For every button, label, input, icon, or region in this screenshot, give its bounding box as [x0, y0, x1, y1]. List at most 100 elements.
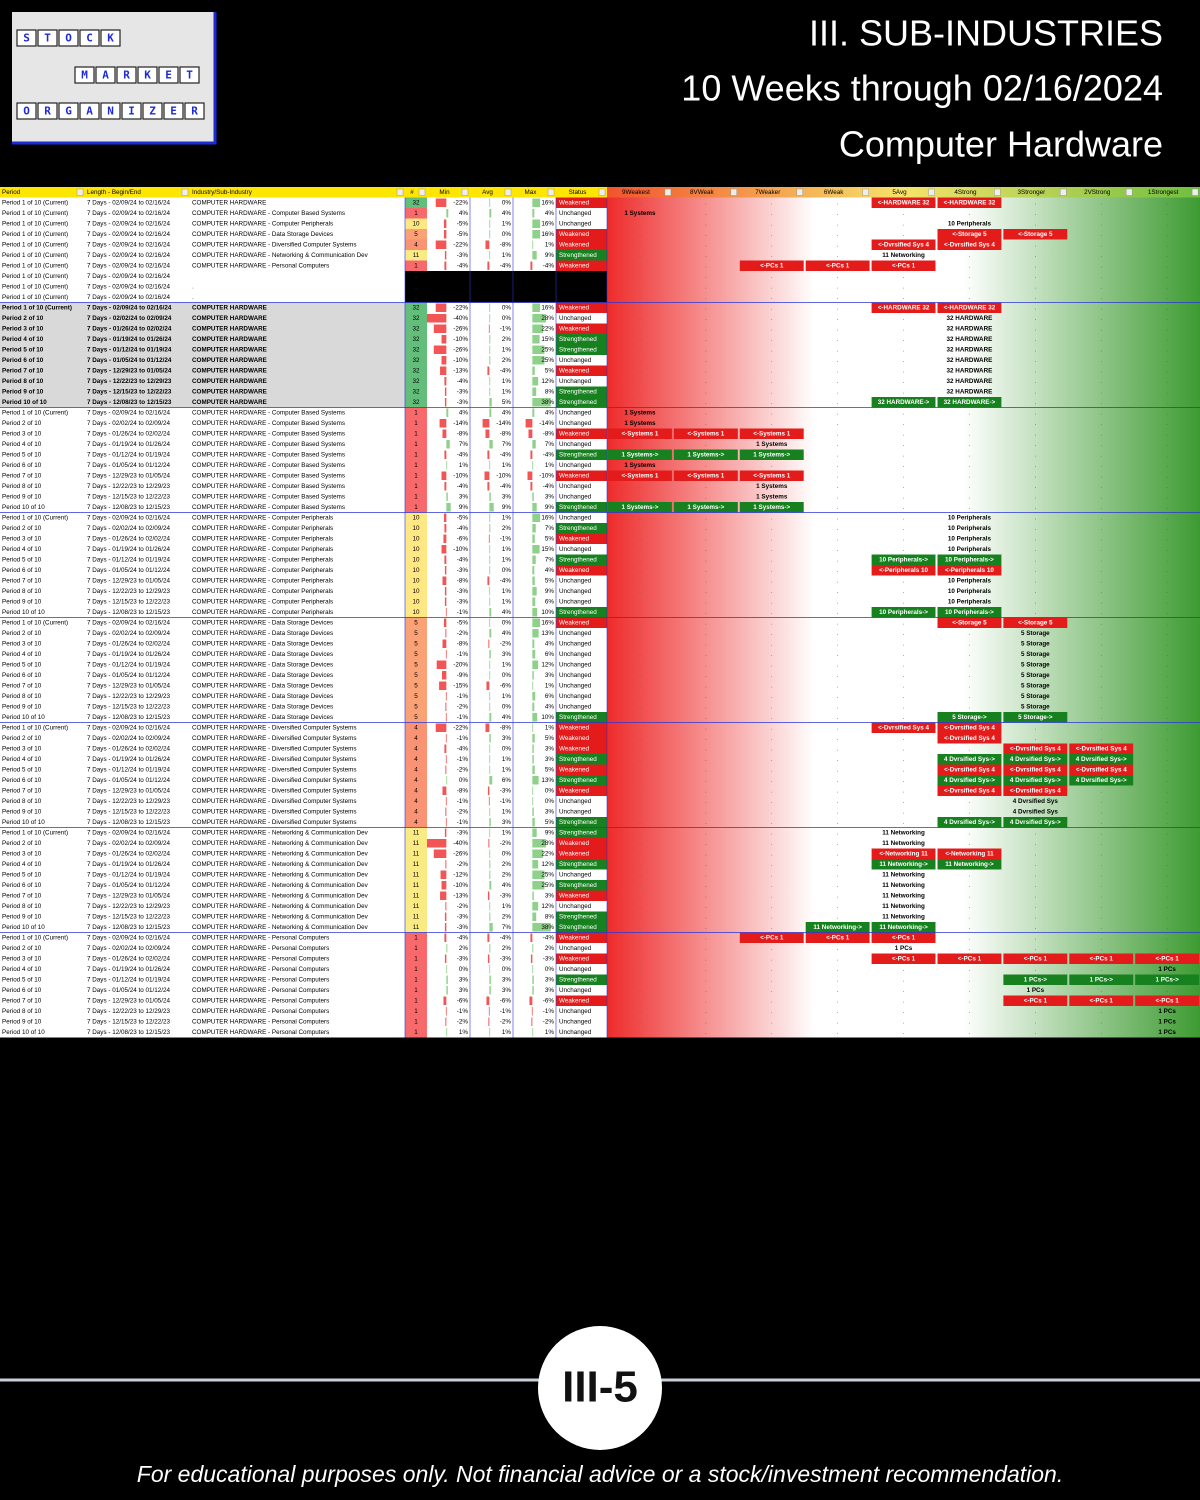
rating: 1 PCs [1158, 1008, 1176, 1015]
rating: . [1166, 388, 1168, 395]
cell-text: -10% [453, 472, 468, 479]
cell-text: -3% [457, 252, 469, 259]
rating: <-Systems 1 [687, 430, 724, 437]
status: Weakened [559, 472, 589, 479]
cell-text: 7 Days - 01/05/24 to 01/12/24 [87, 777, 170, 784]
rating: <-PCs 1 [826, 262, 850, 269]
rating: . [639, 493, 641, 500]
rating: . [837, 798, 839, 805]
rating: 1 Systems-> [753, 451, 790, 458]
rating: . [1034, 441, 1036, 448]
count-cell [405, 670, 427, 681]
status: Unchanged [559, 640, 592, 647]
cell-text: 1% [545, 724, 555, 731]
logo-letter: M [81, 69, 88, 82]
rating: . [1166, 819, 1168, 826]
cell-text: 4% [545, 567, 555, 574]
rating: . [969, 441, 971, 448]
cell-text: 15% [541, 546, 554, 553]
cell-text: -40% [453, 315, 468, 322]
rating-cell [805, 922, 870, 933]
cell-text: 1 [414, 483, 418, 490]
cell-text: 4% [502, 882, 512, 889]
count-cell [405, 229, 427, 240]
rating: . [969, 976, 971, 983]
cell-text: Period 1 of 10 (Current) [2, 199, 68, 206]
rating: . [705, 304, 707, 311]
rating: . [837, 504, 839, 511]
cell-text: 10% [541, 714, 554, 721]
status-cell [556, 880, 607, 891]
cell-text: 12% [541, 378, 554, 385]
filter-button [461, 188, 469, 196]
status: Strengthened [559, 913, 597, 920]
rating: . [705, 241, 707, 248]
empty-row-bg [405, 292, 607, 303]
cell-text: Period 9 of 10 [2, 493, 42, 500]
data-bar [446, 975, 448, 984]
cell-text: 5 [414, 619, 418, 626]
logo-letter: R [123, 69, 130, 82]
rating: . [969, 1029, 971, 1036]
logo-letter: R [44, 105, 51, 118]
rating: . [837, 808, 839, 815]
rating: . [1166, 640, 1168, 647]
data-bar [427, 839, 447, 848]
rating: . [639, 682, 641, 689]
rating: . [1034, 735, 1036, 742]
rating: . [837, 252, 839, 259]
data-bar [489, 629, 492, 638]
rating: . [903, 640, 905, 647]
cell-text: 10 [412, 525, 420, 532]
data-bar [446, 776, 448, 785]
rating: . [771, 535, 773, 542]
cell-text: Period 3 of 10 [2, 430, 42, 437]
data-bar [489, 975, 491, 984]
logo-letter: R [191, 105, 198, 118]
cell-text: 3% [502, 735, 512, 742]
count-cell [405, 386, 427, 397]
cell-text: Period 5 of 10 [2, 661, 42, 668]
cell-text: 1 [414, 945, 418, 952]
data-bar [489, 608, 492, 617]
count-cell [405, 502, 427, 513]
cell-text: COMPUTER HARDWARE - Computer Peripherals [192, 567, 333, 574]
data-bar [444, 744, 447, 753]
rating: . [705, 325, 707, 332]
cell-text: -15% [453, 682, 468, 689]
rating: . [837, 588, 839, 595]
rating: <-Dvrsified Sys 4 [878, 241, 929, 248]
status: Unchanged [559, 598, 592, 605]
rating: 5 Storage [1021, 703, 1050, 710]
rating: . [771, 913, 773, 920]
cell-text: -2% [500, 840, 512, 847]
status: Unchanged [559, 630, 592, 637]
count-cell [405, 901, 427, 912]
rating: 1 PCs [895, 945, 913, 952]
rating: . [1034, 304, 1036, 311]
rating: . [1100, 378, 1102, 385]
data-bar [441, 471, 447, 480]
rating: . [1034, 871, 1036, 878]
count-cell [405, 691, 427, 702]
data-bar [445, 818, 447, 827]
cell-text: 0% [502, 315, 512, 322]
cell-text: COMPUTER HARDWARE [192, 199, 266, 206]
cell-text: 1 [414, 441, 418, 448]
cell-text: 1% [502, 252, 512, 259]
cell-text: COMPUTER HARDWARE - Personal Computers [192, 987, 329, 994]
cell-text: -1% [500, 1008, 512, 1015]
cell-text: 1% [502, 766, 512, 773]
cell-text: 7 Days - 01/12/24 to 01/19/24 [87, 451, 170, 458]
cell-text: 1% [502, 220, 512, 227]
rating: . [1100, 462, 1102, 469]
rating: . [771, 378, 773, 385]
count-cell [405, 323, 427, 334]
count-cell [405, 218, 427, 229]
rating-cell [937, 859, 1002, 870]
rating-cell [1003, 712, 1068, 723]
cell-text: Period 6 of 10 [2, 987, 42, 994]
rating: 1 Systems-> [753, 504, 790, 511]
count-cell [405, 911, 427, 922]
cell-text: -8% [457, 640, 469, 647]
